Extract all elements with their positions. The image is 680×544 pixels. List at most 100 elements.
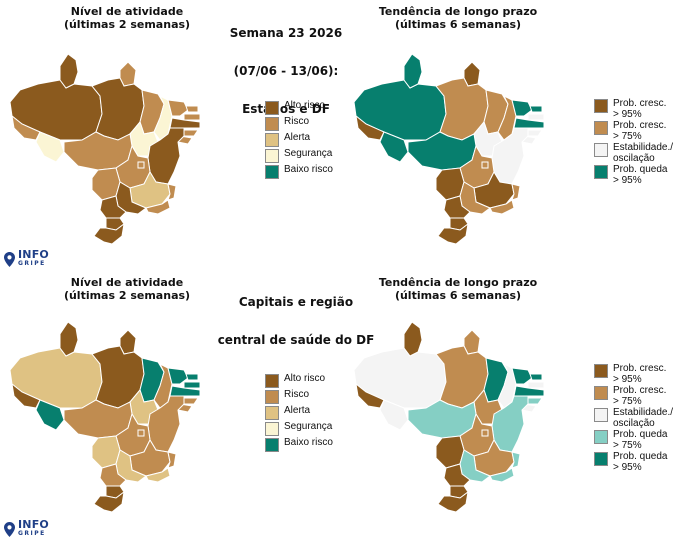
legend-item: Alerta: [265, 405, 333, 422]
state-rs: [93, 490, 125, 513]
legend-label: Alerta: [284, 132, 311, 143]
legend-swatch: [265, 374, 279, 388]
legend-item: Baixo risco: [265, 437, 333, 454]
logo-main-text: INFO: [18, 518, 49, 531]
state-df: [481, 161, 489, 169]
legend-swatch: [594, 143, 608, 157]
state-rs: [437, 490, 469, 513]
legend-swatch: [594, 430, 608, 444]
legend-item: Segurança: [265, 421, 333, 438]
state-rr: [59, 321, 79, 357]
logo-sub-text: GRIPE: [18, 530, 46, 537]
bottom-left-panel-title: Nível de atividade (últimas 2 semanas): [63, 276, 191, 302]
state-ro: [35, 399, 65, 431]
state-rj: [145, 199, 171, 215]
state-rs: [437, 222, 469, 245]
legend-label: Prob. cresc. > 95%: [613, 98, 667, 120]
state-df: [137, 161, 145, 169]
legend-item: Estabilidade./ oscilação: [594, 407, 674, 430]
center-title-bottom-line1: Capitais e região: [238, 295, 354, 309]
state-rr: [403, 53, 423, 89]
legend-label: Segurança: [284, 421, 333, 432]
state-es: [167, 451, 177, 469]
state-ce: [511, 99, 533, 117]
state-ac: [11, 114, 41, 141]
state-rr: [403, 321, 423, 357]
legend-activity-top: Alto risco Risco Alerta Segurança Baixo risc…: [265, 100, 333, 181]
legend-item: Risco: [265, 116, 333, 133]
legend-label: Estabilidade./ oscilação: [613, 142, 674, 164]
state-pb: [183, 113, 201, 121]
legend-item: Prob. cresc. > 75%: [594, 385, 673, 408]
map-bottom-right-trend: [353, 321, 545, 513]
legend-item: Segurança: [265, 148, 333, 165]
legend-item: Alto risco: [265, 373, 333, 390]
legend-label: Alto risco: [284, 373, 326, 384]
legend-swatch: [265, 165, 279, 179]
legend-label: Prob. queda > 95%: [613, 451, 668, 473]
legend-label: Prob. cresc. > 95%: [613, 363, 667, 385]
state-pr: [99, 195, 127, 219]
center-title-bottom: Capitais e região central de saúde do DF: [216, 274, 376, 369]
center-title-week: Semana 23 2026: [229, 26, 343, 40]
legend-swatch: [594, 408, 608, 422]
state-es: [511, 183, 521, 201]
state-rn: [529, 105, 543, 113]
legend-label: Baixo risco: [284, 164, 333, 175]
state-pb: [183, 381, 201, 389]
legend-label: Alto risco: [284, 100, 326, 111]
state-rn: [185, 105, 199, 113]
legend-label: Prob. queda > 95%: [613, 164, 668, 186]
state-ce: [167, 367, 189, 385]
legend-label: Estabilidade./ oscilação: [613, 407, 674, 429]
legend-swatch: [265, 149, 279, 163]
legend-item: Estabilidade./ oscilação: [594, 142, 674, 165]
legend-item: Prob. cresc. > 95%: [594, 98, 673, 121]
state-ac: [355, 382, 385, 409]
state-df: [137, 429, 145, 437]
legend-label: Prob. cresc. > 75%: [613, 385, 667, 407]
state-rj: [489, 467, 515, 483]
state-ac: [355, 114, 385, 141]
map-bottom-left-activity: [9, 321, 201, 513]
location-pin-icon: [4, 251, 15, 267]
legend-label: Risco: [284, 389, 310, 400]
legend-item: Alerta: [265, 132, 333, 149]
state-pb: [527, 381, 545, 389]
legend-swatch: [265, 390, 279, 404]
legend-swatch: [265, 438, 279, 452]
state-pr: [443, 195, 471, 219]
legend-swatch: [265, 133, 279, 147]
legend-trend-top: Prob. cresc. > 95% Prob. cresc. > 75% Esta…: [594, 98, 674, 187]
top-left-panel-title: Nível de atividade (últimas 2 semanas): [63, 5, 191, 31]
legend-item: Prob. queda > 75%: [594, 429, 673, 452]
legend-swatch: [594, 364, 608, 378]
state-pr: [443, 463, 471, 487]
state-ac: [11, 382, 41, 409]
legend-item: Prob. queda > 95%: [594, 164, 673, 187]
top-right-panel-title: Tendência de longo prazo (últimas 6 sema…: [378, 5, 538, 31]
legend-label: Risco: [284, 116, 310, 127]
state-rj: [145, 467, 171, 483]
map-top-right-trend: [353, 53, 545, 245]
legend-trend-bottom: Prob. cresc. > 95% Prob. cresc. > 75% Esta…: [594, 363, 674, 474]
center-title-bottom-line2: central de saúde do DF: [217, 333, 375, 347]
state-pb: [527, 113, 545, 121]
map-top-left-activity: [9, 53, 201, 245]
state-rr: [59, 53, 79, 89]
legend-swatch: [265, 117, 279, 131]
legend-label: Prob. queda > 75%: [613, 429, 668, 451]
legend-swatch: [265, 406, 279, 420]
state-ro: [379, 399, 409, 431]
state-al: [527, 129, 543, 137]
legend-label: Segurança: [284, 148, 333, 159]
state-rs: [93, 222, 125, 245]
state-ce: [511, 367, 533, 385]
legend-item: Alto risco: [265, 100, 333, 117]
legend-item: Prob. cresc. > 95%: [594, 363, 673, 386]
center-title: Semana 23 2026 (07/06 - 13/06): Estados …: [216, 5, 356, 138]
legend-swatch: [594, 121, 608, 135]
center-title-dates: (07/06 - 13/06):: [233, 64, 339, 78]
logo-main-text: INFO: [18, 248, 49, 261]
legend-label: Prob. cresc. > 75%: [613, 120, 667, 142]
